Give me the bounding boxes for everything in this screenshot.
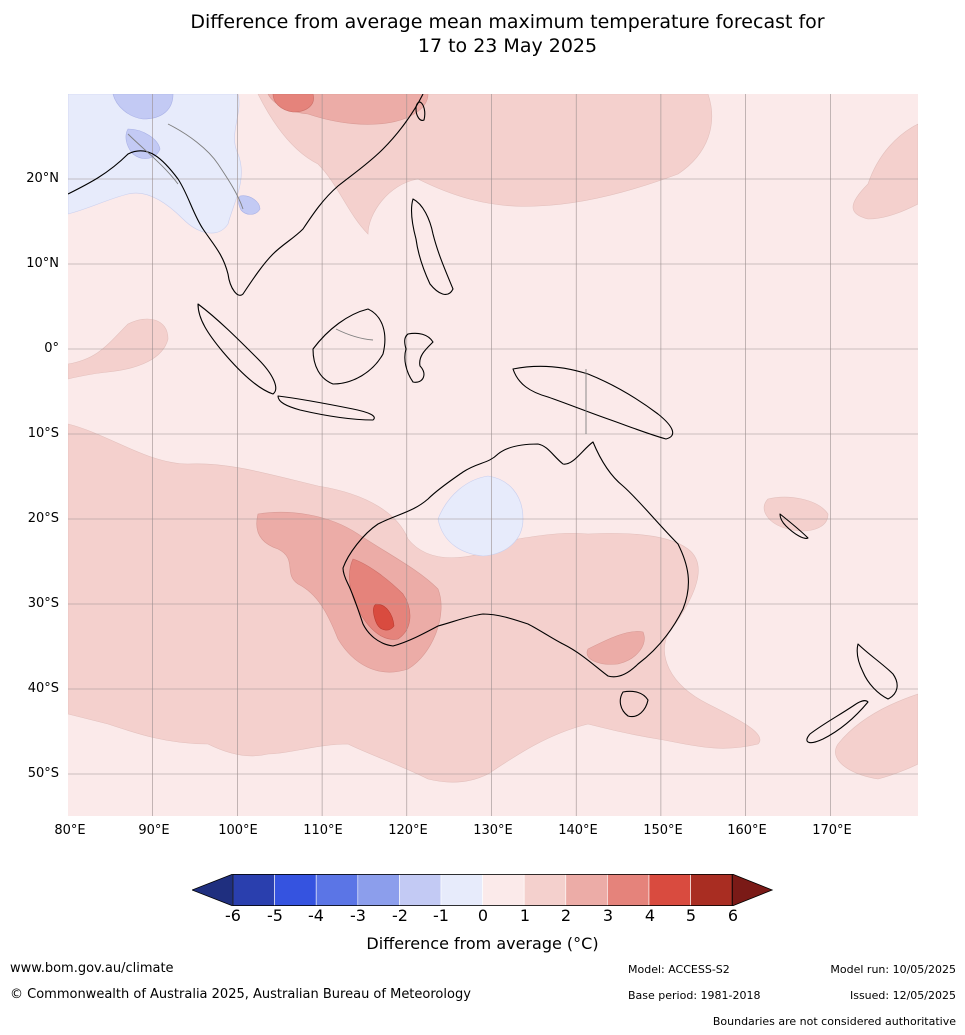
new-guinea-coastline xyxy=(512,365,674,440)
anomaly-1-2-region-pacific-east xyxy=(852,123,918,220)
lon-label-170e: 170°E xyxy=(812,823,852,838)
lon-label-100e: 100°E xyxy=(218,823,258,838)
colorbar-cell xyxy=(357,874,400,906)
anomaly-1-2-region-north-pacific xyxy=(257,94,712,235)
graticule xyxy=(68,94,918,816)
colorbar-cell xyxy=(440,874,483,906)
colorbar-cell xyxy=(274,874,317,906)
colorbar-extend-low xyxy=(192,874,234,906)
colorbar-tick: 1 xyxy=(519,906,531,925)
anomaly-1-2-region-tasman xyxy=(835,693,918,780)
lat-label-30s: 30°S xyxy=(27,596,59,611)
colorbar-tick: 3 xyxy=(602,906,614,925)
colorbar-tick: -2 xyxy=(392,906,408,925)
colorbar-cell xyxy=(482,874,525,906)
lat-label-50s: 50°S xyxy=(27,766,59,781)
colorbar-cell xyxy=(315,874,359,906)
anomaly-4-5-region-perth xyxy=(373,603,395,631)
lon-label-80e: 80°E xyxy=(54,823,86,838)
mainland-asia-coastline xyxy=(68,94,424,296)
title-line-1: Difference from average mean maximum tem… xyxy=(190,11,825,33)
colorbar-cell xyxy=(232,874,275,906)
tasmania-coastline xyxy=(619,690,649,718)
lat-label-10s: 10°S xyxy=(27,426,59,441)
colorbar-extend-high xyxy=(731,874,774,906)
lon-label-160e: 160°E xyxy=(727,823,767,838)
colorbar-tick: -3 xyxy=(350,906,366,925)
colorbar-tick: 6 xyxy=(727,906,739,925)
lon-label-120e: 120°E xyxy=(388,823,428,838)
lon-label-140e: 140°E xyxy=(558,823,598,838)
new-zealand-north-island xyxy=(856,643,898,700)
philippines-coastline xyxy=(411,198,454,295)
anomaly-minus1-0-region-indochina xyxy=(68,94,242,234)
issued-date: Issued: 12/05/2025 xyxy=(849,989,956,1002)
map-canvas xyxy=(68,94,918,816)
new-zealand-south-island xyxy=(806,700,869,744)
coastlines xyxy=(68,94,898,744)
colorbar-title: Difference from average (°C) xyxy=(366,934,599,953)
colorbar xyxy=(192,874,774,906)
country-borders xyxy=(127,123,587,434)
anomaly-1-2-region-coral-sea xyxy=(763,496,829,532)
anomaly-3-4-region-south-china xyxy=(272,94,314,113)
borneo-coastline xyxy=(312,308,386,385)
colorbar-tick: -5 xyxy=(267,906,283,925)
colorbar-cell xyxy=(607,874,650,906)
colorbar-cells xyxy=(192,874,774,906)
sumatra-coastline xyxy=(197,303,277,395)
colorbar-cell xyxy=(690,874,733,906)
anomaly-2-3-region-victoria xyxy=(586,631,645,665)
australia-coastline xyxy=(342,441,689,678)
java-coastline xyxy=(277,395,375,421)
copyright-notice: © Commonwealth of Australia 2025, Austra… xyxy=(10,987,471,1002)
boundaries-disclaimer: Boundaries are not considered authoritat… xyxy=(712,1015,956,1028)
website-link[interactable]: www.bom.gov.au/climate xyxy=(10,961,174,976)
lat-label-equator: 0° xyxy=(44,341,59,356)
colorbar-tick: 2 xyxy=(560,906,572,925)
colorbar-cell xyxy=(399,874,442,906)
colorbar-tick: -1 xyxy=(433,906,449,925)
colorbar-tick: 4 xyxy=(644,906,656,925)
model-run-date: Model run: 10/05/2025 xyxy=(830,963,956,976)
lat-label-10n: 10°N xyxy=(26,256,59,271)
new-caledonia-coastline xyxy=(779,513,809,539)
model-name: Model: ACCESS-S2 xyxy=(628,963,730,976)
sulawesi-coastline xyxy=(404,332,434,383)
colorbar-outline xyxy=(232,874,733,906)
chart-title: Difference from average mean maximum tem… xyxy=(0,10,965,58)
colorbar-tick: 5 xyxy=(685,906,697,925)
colorbar-cell xyxy=(648,874,691,906)
taiwan-coastline xyxy=(415,101,426,121)
lat-label-20s: 20°S xyxy=(27,511,59,526)
lon-label-150e: 150°E xyxy=(643,823,683,838)
base-period: Base period: 1981-2018 xyxy=(628,989,761,1002)
colorbar-tick: -4 xyxy=(308,906,324,925)
title-line-2: 17 to 23 May 2025 xyxy=(417,35,598,57)
anomaly-minus2-minus1-region-yunnan xyxy=(112,94,174,120)
colorbar-cell xyxy=(565,874,608,906)
colorbar-tick: -6 xyxy=(225,906,241,925)
lon-label-90e: 90°E xyxy=(138,823,170,838)
anomaly-minus2-minus1-region-thailand xyxy=(238,195,261,215)
colorbar-cell xyxy=(523,874,567,906)
lon-label-130e: 130°E xyxy=(473,823,513,838)
colorbar-tick: 0 xyxy=(477,906,489,925)
lon-label-110e: 110°E xyxy=(303,823,343,838)
lat-label-40s: 40°S xyxy=(27,681,59,696)
lat-label-20n: 20°N xyxy=(26,171,59,186)
forecast-map xyxy=(68,94,918,816)
